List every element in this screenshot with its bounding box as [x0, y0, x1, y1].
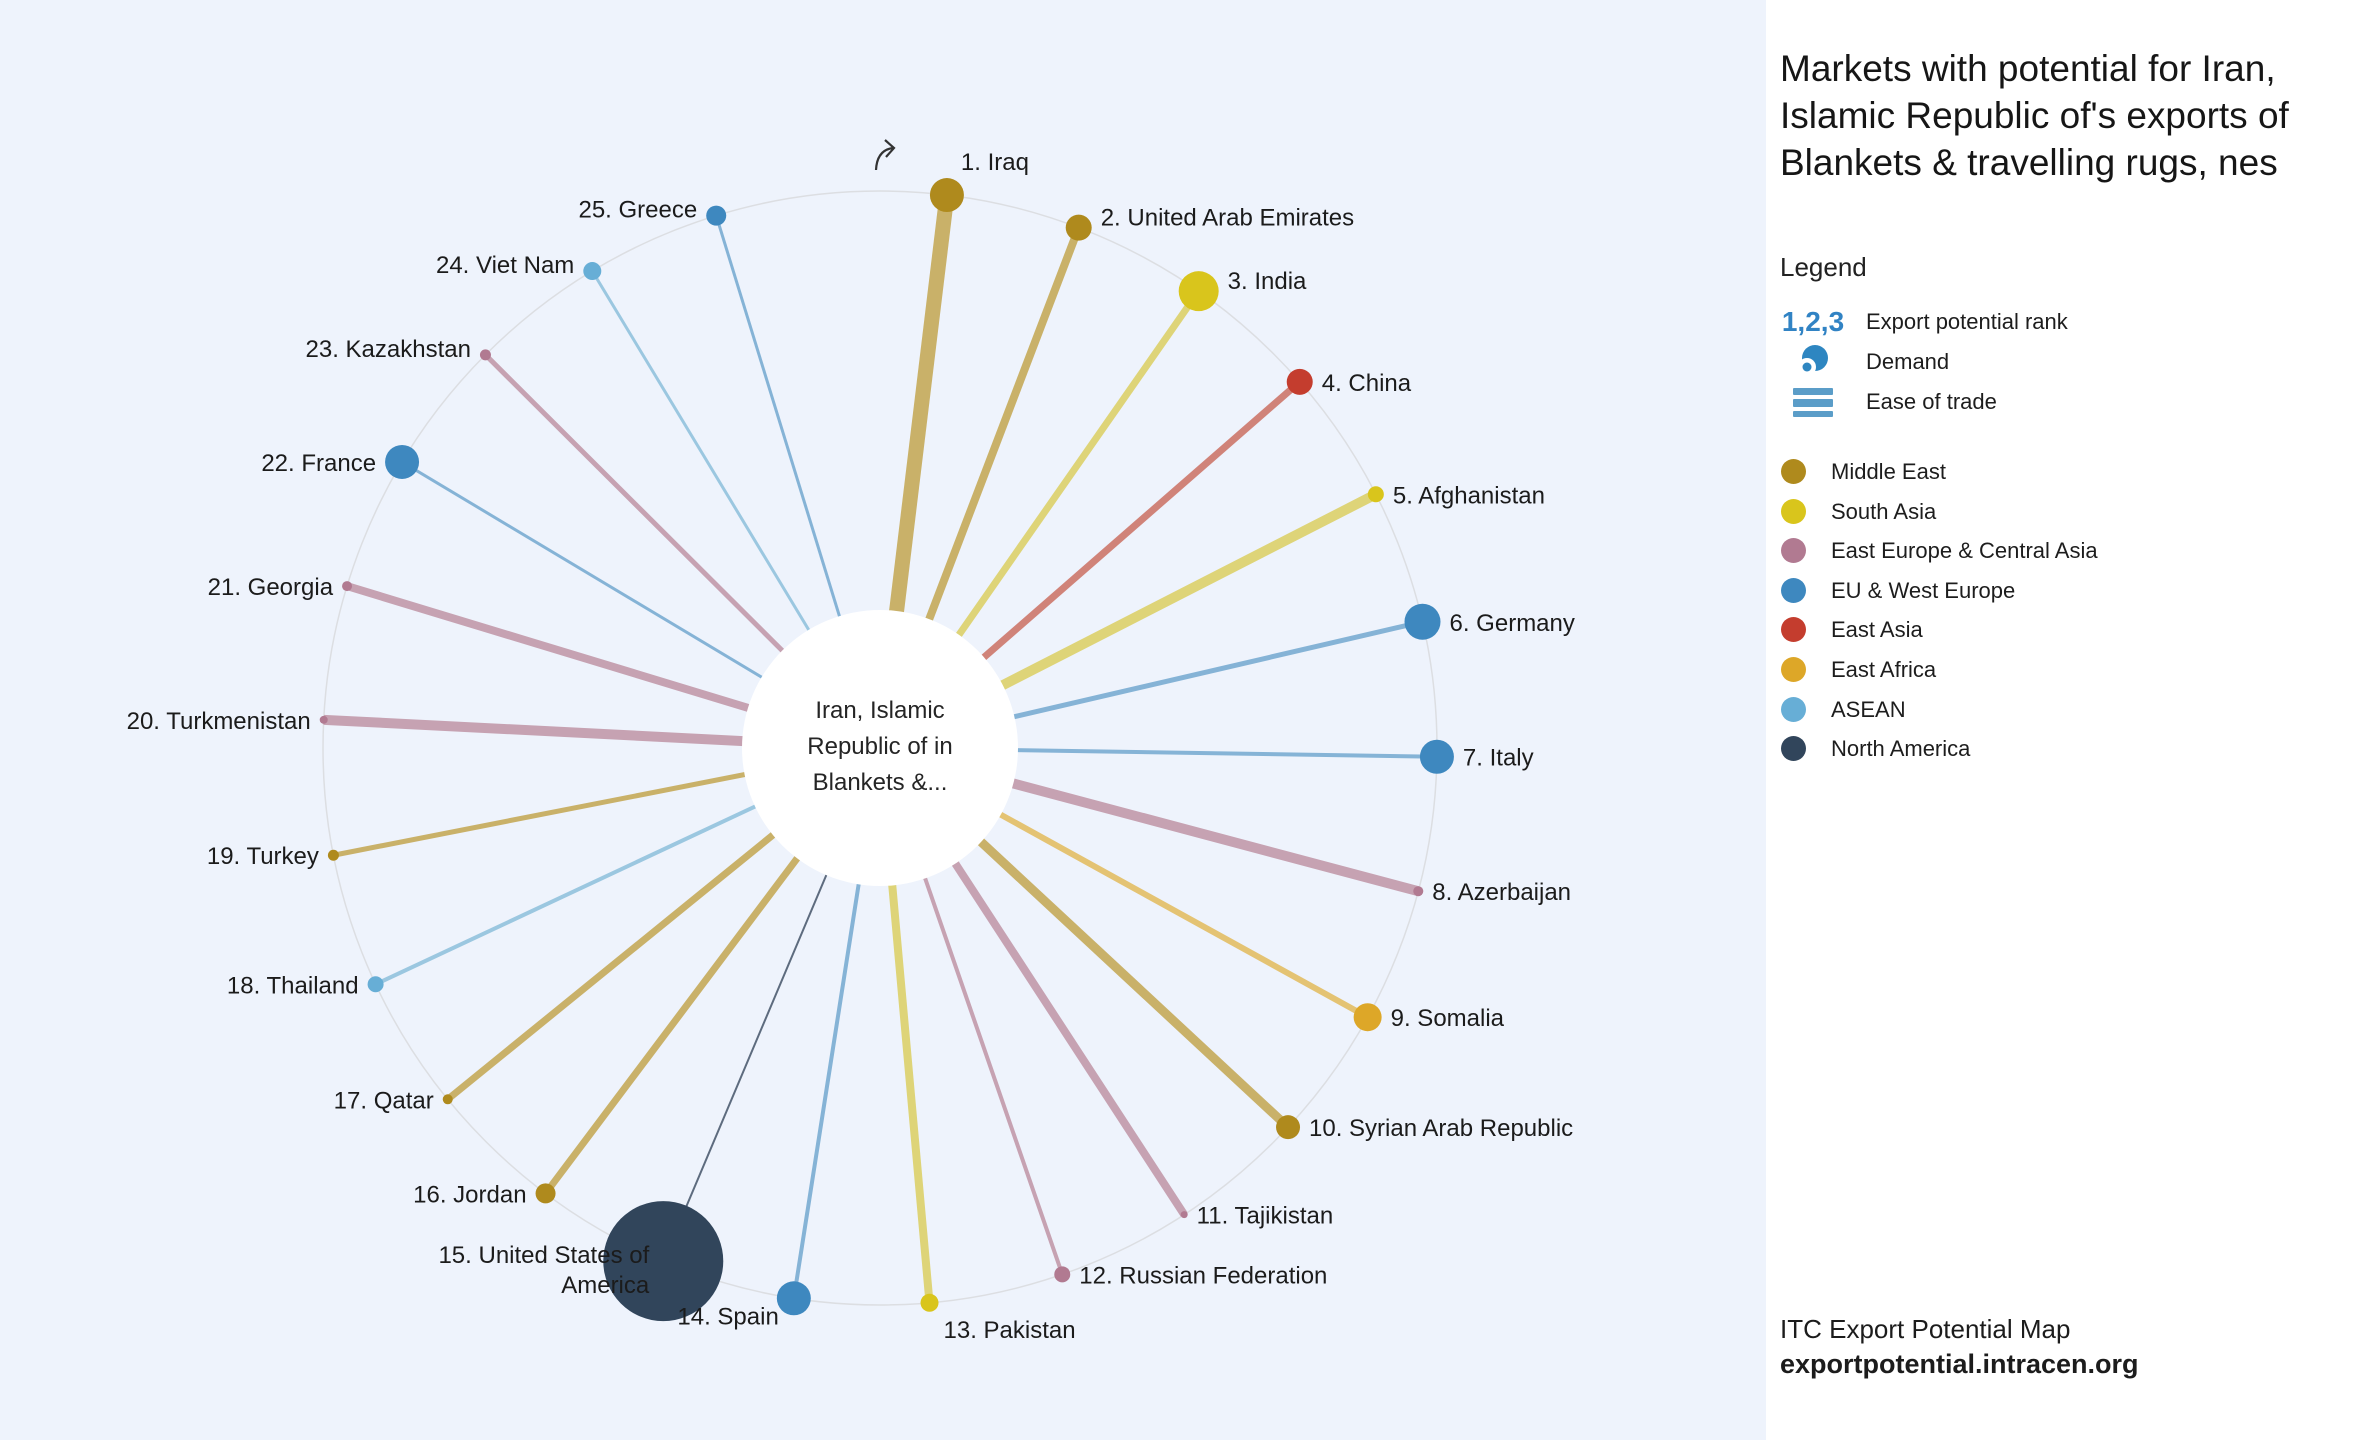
footer: ITC Export Potential Map exportpotential… — [1780, 1312, 2139, 1382]
legend-region-middle-east: Middle East — [1766, 452, 2360, 492]
legend-region-south-asia: South Asia — [1766, 492, 2360, 532]
region-label-east-africa: East Africa — [1831, 657, 1937, 682]
market-label-azerbaijan[interactable]: 8. Azerbaijan — [1432, 879, 1571, 906]
market-dot-united-arab-emirates[interactable] — [1065, 214, 1092, 241]
legend-region-eu-west-europe: EU & West Europe — [1766, 571, 2360, 611]
market-dot-azerbaijan[interactable] — [1413, 886, 1424, 897]
market-dot-tajikistan[interactable] — [1180, 1211, 1188, 1219]
ease-legend-label: Ease of trade — [1866, 389, 1997, 414]
market-label-iraq[interactable]: 1. Iraq — [961, 149, 1029, 176]
market-label-italy[interactable]: 7. Italy — [1463, 745, 1534, 772]
market-dot-turkmenistan[interactable] — [319, 715, 328, 724]
market-label-somalia[interactable]: 9. Somalia — [1391, 1005, 1505, 1032]
demand-icon — [1780, 342, 1846, 382]
market-label-tajikistan[interactable]: 11. Tajikistan — [1197, 1203, 1334, 1230]
market-label-united-states-of-america[interactable]: America — [561, 1272, 650, 1299]
region-color-dot-north-america — [1781, 736, 1806, 762]
market-label-syrian-arab-republic[interactable]: 10. Syrian Arab Republic — [1309, 1115, 1573, 1142]
market-label-afghanistan[interactable]: 5. Afghanistan — [1393, 482, 1545, 509]
legend-region-north-america: North America — [1766, 729, 2360, 769]
legend-region-east-europe-central-asia: East Europe & Central Asia — [1766, 531, 2360, 571]
ease-of-trade-icon — [1780, 382, 1846, 422]
market-dot-russian-federation[interactable] — [1054, 1266, 1071, 1283]
legend-heading: Legend — [1780, 252, 1867, 282]
region-label-north-america: North America — [1831, 736, 1971, 762]
market-label-france[interactable]: 22. France — [261, 450, 376, 477]
market-dot-kazakhstan[interactable] — [479, 349, 491, 361]
demand-dots-group — [319, 178, 1454, 1322]
legend-demand-row: Demand — [1766, 342, 2360, 382]
market-label-pakistan[interactable]: 13. Pakistan — [944, 1317, 1076, 1344]
legend-region-east-africa: East Africa — [1766, 650, 2360, 690]
rank-symbol-icon: 1,2,3 — [1780, 302, 1846, 342]
market-dot-germany[interactable] — [1404, 603, 1441, 640]
center-label: Iran, Islamic Republic of in Blankets &... — [807, 697, 952, 796]
legend-region-east-asia: East Asia — [1766, 610, 2360, 650]
market-label-russian-federation[interactable]: 12. Russian Federation — [1079, 1262, 1327, 1289]
region-label-east-europe-central-asia: East Europe & Central Asia — [1831, 538, 2098, 564]
market-dot-viet-nam[interactable] — [583, 262, 602, 281]
market-dot-italy[interactable] — [1419, 739, 1454, 774]
market-label-spain[interactable]: 14. Spain — [677, 1303, 778, 1330]
market-label-viet-nam[interactable]: 24. Viet Nam — [436, 252, 574, 279]
region-color-dot-east-europe-central-asia — [1781, 538, 1806, 564]
region-color-dot-eu-west-europe — [1781, 577, 1806, 603]
market-map-chart: Iran, Islamic Republic of in Blankets &...… — [127, 139, 1575, 1344]
info-panel: Markets with potential for Iran, Islamic… — [1766, 0, 2360, 1440]
market-dot-pakistan[interactable] — [920, 1293, 939, 1312]
legend-region-asean: ASEAN — [1766, 690, 2360, 730]
market-dot-syrian-arab-republic[interactable] — [1276, 1115, 1301, 1140]
market-label-qatar[interactable]: 17. Qatar — [334, 1087, 434, 1114]
region-label-south-asia: South Asia — [1831, 498, 1937, 524]
region-label-asean: ASEAN — [1831, 696, 1906, 722]
region-color-dot-east-africa — [1781, 657, 1806, 682]
market-dot-china[interactable] — [1286, 368, 1313, 395]
rank-symbol-text: 1,2,3 — [1781, 306, 1845, 337]
region-color-dot-asean — [1781, 696, 1806, 722]
market-label-georgia[interactable]: 21. Georgia — [208, 574, 334, 601]
market-label-greece[interactable]: 25. Greece — [578, 197, 697, 224]
legend-ease-row: Ease of trade — [1766, 382, 2360, 422]
market-labels-group: 1. Iraq 2. United Arab Emirates 3. India 4.… — [127, 149, 1575, 1344]
market-dot-georgia[interactable] — [342, 581, 353, 592]
market-dot-united-states-of-america[interactable] — [603, 1201, 724, 1322]
market-label-china[interactable]: 4. China — [1322, 370, 1412, 397]
market-label-turkey[interactable]: 19. Turkey — [207, 843, 319, 870]
footer-app-name: ITC Export Potential Map — [1780, 1314, 2071, 1344]
clockwise-arrow-icon — [874, 139, 896, 171]
market-dot-spain[interactable] — [776, 1281, 811, 1316]
region-label-eu-west-europe: EU & West Europe — [1831, 577, 2016, 603]
market-map-area: Iran, Islamic Republic of in Blankets &...… — [0, 0, 1766, 1440]
market-dot-iraq[interactable] — [929, 178, 964, 213]
market-dot-turkey[interactable] — [327, 849, 339, 861]
market-dot-india[interactable] — [1178, 271, 1219, 312]
rank-legend-label: Export potential rank — [1866, 309, 2068, 334]
region-color-dot-south-asia — [1781, 498, 1806, 524]
page-title: Markets with potential for Iran, Islamic… — [1780, 47, 2289, 183]
market-dot-greece[interactable] — [706, 205, 727, 226]
legend-rank-row: 1,2,3 Export potential rank — [1766, 302, 2360, 342]
market-dot-afghanistan[interactable] — [1367, 486, 1384, 503]
footer-url: exportpotential.intracen.org — [1780, 1349, 2139, 1379]
region-label-middle-east: Middle East — [1831, 459, 1946, 484]
market-dot-thailand[interactable] — [367, 976, 384, 993]
region-color-dot-east-asia — [1781, 617, 1806, 643]
market-dot-somalia[interactable] — [1353, 1003, 1382, 1032]
market-label-germany[interactable]: 6. Germany — [1450, 610, 1575, 637]
market-label-jordan[interactable]: 16. Jordan — [413, 1181, 526, 1208]
market-dot-jordan[interactable] — [535, 1183, 556, 1204]
center-circle — [742, 610, 1018, 886]
demand-legend-label: Demand — [1866, 349, 1950, 374]
market-dot-france[interactable] — [385, 444, 420, 479]
market-dot-qatar[interactable] — [442, 1094, 453, 1105]
region-color-dot-middle-east — [1781, 459, 1806, 484]
region-label-east-asia: East Asia — [1831, 617, 1923, 643]
market-label-thailand[interactable]: 18. Thailand — [227, 972, 359, 999]
market-label-kazakhstan[interactable]: 23. Kazakhstan — [306, 336, 471, 363]
market-label-india[interactable]: 3. India — [1228, 268, 1307, 295]
market-label-turkmenistan[interactable]: 20. Turkmenistan — [127, 708, 311, 735]
market-label-united-arab-emirates[interactable]: 2. United Arab Emirates — [1101, 205, 1354, 232]
market-label-united-states-of-america[interactable]: 15. United States of — [438, 1242, 649, 1269]
